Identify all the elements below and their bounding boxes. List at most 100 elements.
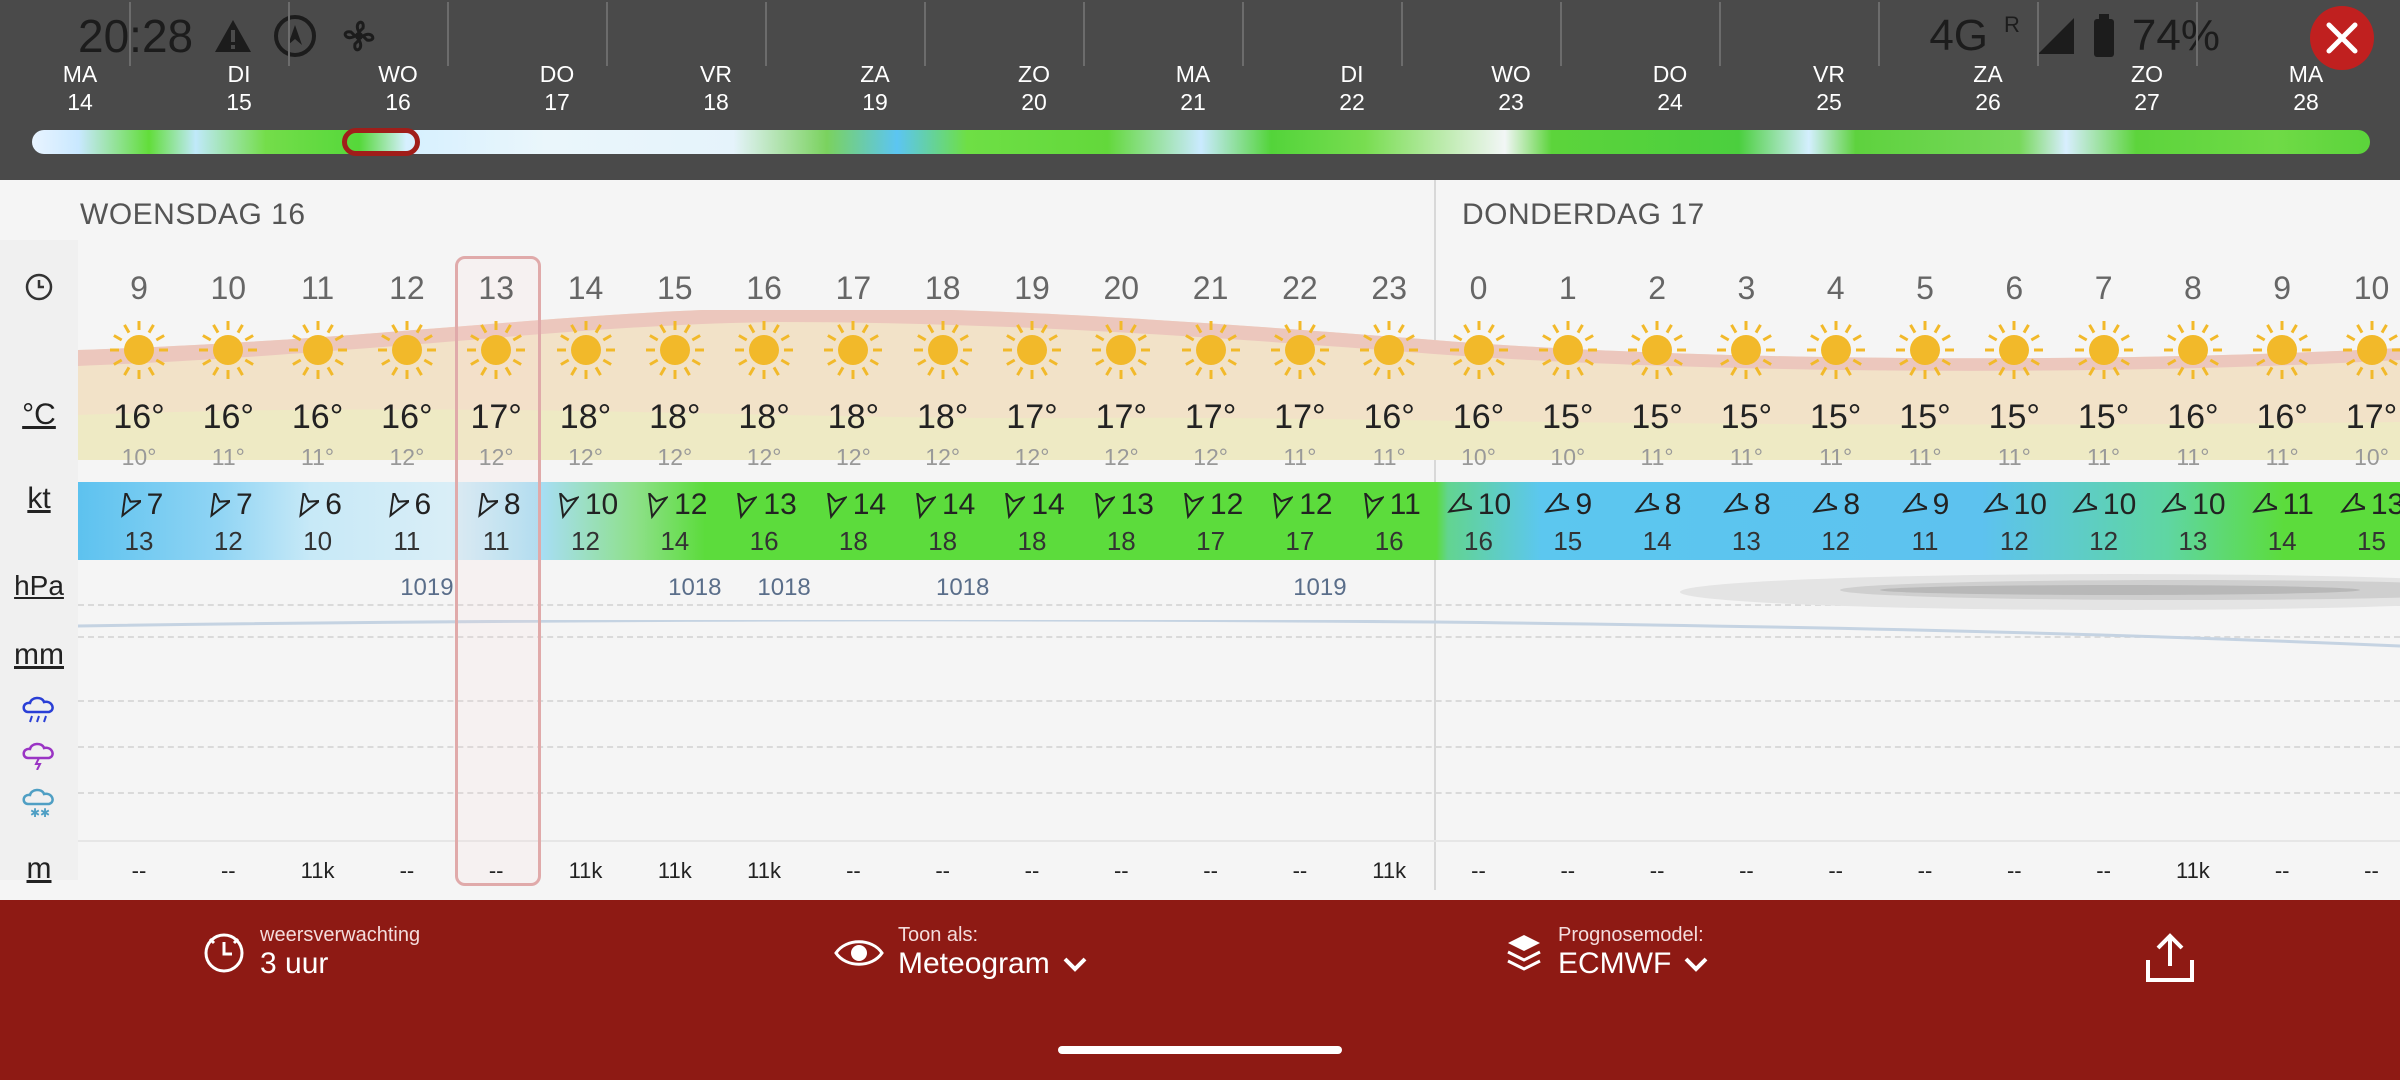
hour-label: 16 [746,270,782,306]
hour-label: 7 [2094,270,2113,306]
grid-line [78,792,2400,794]
home-indicator[interactable] [1058,1046,1342,1054]
temperature-min-value: 12° [568,444,603,470]
visibility-value: -- [488,858,504,883]
timeline-day[interactable]: ZO 20 [955,60,1113,116]
snow-icon: ✱✱ [0,788,78,826]
visibility-value: 11k [568,858,603,883]
thunderstorm-icon [0,742,78,778]
visibility-value: 11k [747,858,782,883]
sun-icon [1077,318,1166,398]
timeline-day[interactable]: ZA 26 [1909,60,2067,116]
timeline-day[interactable]: MA 14 [1,60,159,116]
sun-icon [1523,318,1612,398]
temperature-value: 17° [1095,398,1147,436]
forecast-interval-selector[interactable]: weersverwachting 3 uur [202,924,420,981]
timeline-day[interactable]: MA 21 [1114,60,1272,116]
temperature-min-value: 11° [211,444,245,470]
forecast-model-selector[interactable]: Prognosemodel: ECMWF [1504,924,1709,981]
timeline-day[interactable]: WO 16 [319,60,477,116]
temperature-value: 17° [1184,398,1237,436]
forecast-model-label: Prognosemodel: [1558,924,1704,946]
wind-direction-icon [1272,490,1295,520]
visibility-value: -- [846,858,861,883]
wind-gust-value: 11 [482,526,510,556]
wind-gust-value: 18 [838,526,868,556]
visibility-value: -- [2274,858,2290,883]
temperature-value: 18° [738,398,790,436]
wind-speed-value: 6 [273,488,362,522]
timeline-day[interactable]: DI 22 [1273,60,1431,116]
wind-speed-value: 6 [362,488,451,522]
wind-gust-value: 11 [393,526,421,556]
view-mode-selector[interactable]: Toon als: Meteogram [834,924,1088,981]
wind-gust-value: 13 [124,526,154,556]
wind-direction-icon [1901,489,1932,513]
temperature-value: 15° [1631,398,1683,436]
temperature-min-value: 12° [389,444,425,470]
battery-icon [2093,14,2114,57]
timeline-day[interactable]: VR 18 [637,60,795,116]
wind-gust-value: 18 [1017,526,1047,556]
wind-direction-icon [2072,489,2102,513]
pressure-row-label: hPa [14,570,64,601]
forecast-timeline-bar[interactable] [32,130,2370,154]
visibility-row-label: m [26,852,52,885]
timeline-day[interactable]: DI 15 [160,60,318,116]
timeline-selection-marker[interactable] [342,128,420,156]
precipitation-row-label: mm [14,638,64,671]
temperature-min-value: 12° [746,444,782,470]
timeline-day-date: 17 [544,89,570,115]
wind-speed-value: 13 [2327,488,2400,522]
temperature-value: 18° [649,398,701,436]
timeline-day[interactable]: ZO 27 [2068,60,2226,116]
svg-text:✱✱: ✱✱ [30,806,50,818]
wind-gust-value: 12 [2089,526,2119,556]
timeline-day[interactable]: ZA 19 [796,60,954,116]
navigation-icon [274,15,317,57]
pressure-value: 1018 [757,574,811,601]
wind-direction-icon [210,488,234,518]
wind-speed-value: 7 [95,488,184,522]
visibility-value: -- [131,858,147,883]
sun-icon [452,318,541,398]
wind-speed-number: 10 [2102,488,2137,521]
wind-direction-icon [1183,490,1206,520]
temperature-min-value: 11° [1997,444,2031,470]
visibility-value: -- [1917,858,1933,883]
hour-label: 5 [1916,270,1934,306]
timeline-day[interactable]: MA 28 [2227,60,2385,116]
timeline-day-name: VR [1813,61,1845,87]
wind-speed-value: 10 [1970,488,2059,522]
close-button[interactable] [2310,6,2374,70]
share-icon [2146,933,2194,982]
temperature-min-value: 11° [2265,444,2299,470]
timeline-day-date: 21 [1180,89,1206,115]
timeline-day[interactable]: DO 24 [1591,60,1749,116]
row-label-column [0,240,78,880]
wind-speed-number: 7 [146,488,164,521]
grid-line [78,840,2400,842]
visibility-value: 11k [300,858,335,883]
hour-label: 15 [657,270,693,306]
grid-line [78,746,2400,748]
hour-label: 23 [1371,270,1407,306]
wind-speed-value: 10 [2148,488,2237,522]
clock: 20:28 [78,10,194,62]
status-bar-right: 4G R 74% [1929,8,2220,64]
timeline-day[interactable]: WO 23 [1432,60,1590,116]
battery-level: 74% [2131,11,2220,60]
wind-speed-number: 14 [852,488,887,521]
timeline-day-separator [447,2,449,66]
pressure-value: 1018 [668,574,722,601]
timeline-day-name: WO [1491,61,1531,87]
timeline-day[interactable]: DO 17 [478,60,636,116]
timeline-day[interactable]: VR 25 [1750,60,1908,116]
layers-icon [1507,934,1541,971]
sun-icon [1881,318,1970,398]
share-button[interactable] [2142,930,2198,986]
timeline-day-name: DO [1652,61,1688,87]
sun-icon [1970,318,2059,398]
sun-icon [362,318,451,398]
wind-direction-icon [120,488,145,518]
